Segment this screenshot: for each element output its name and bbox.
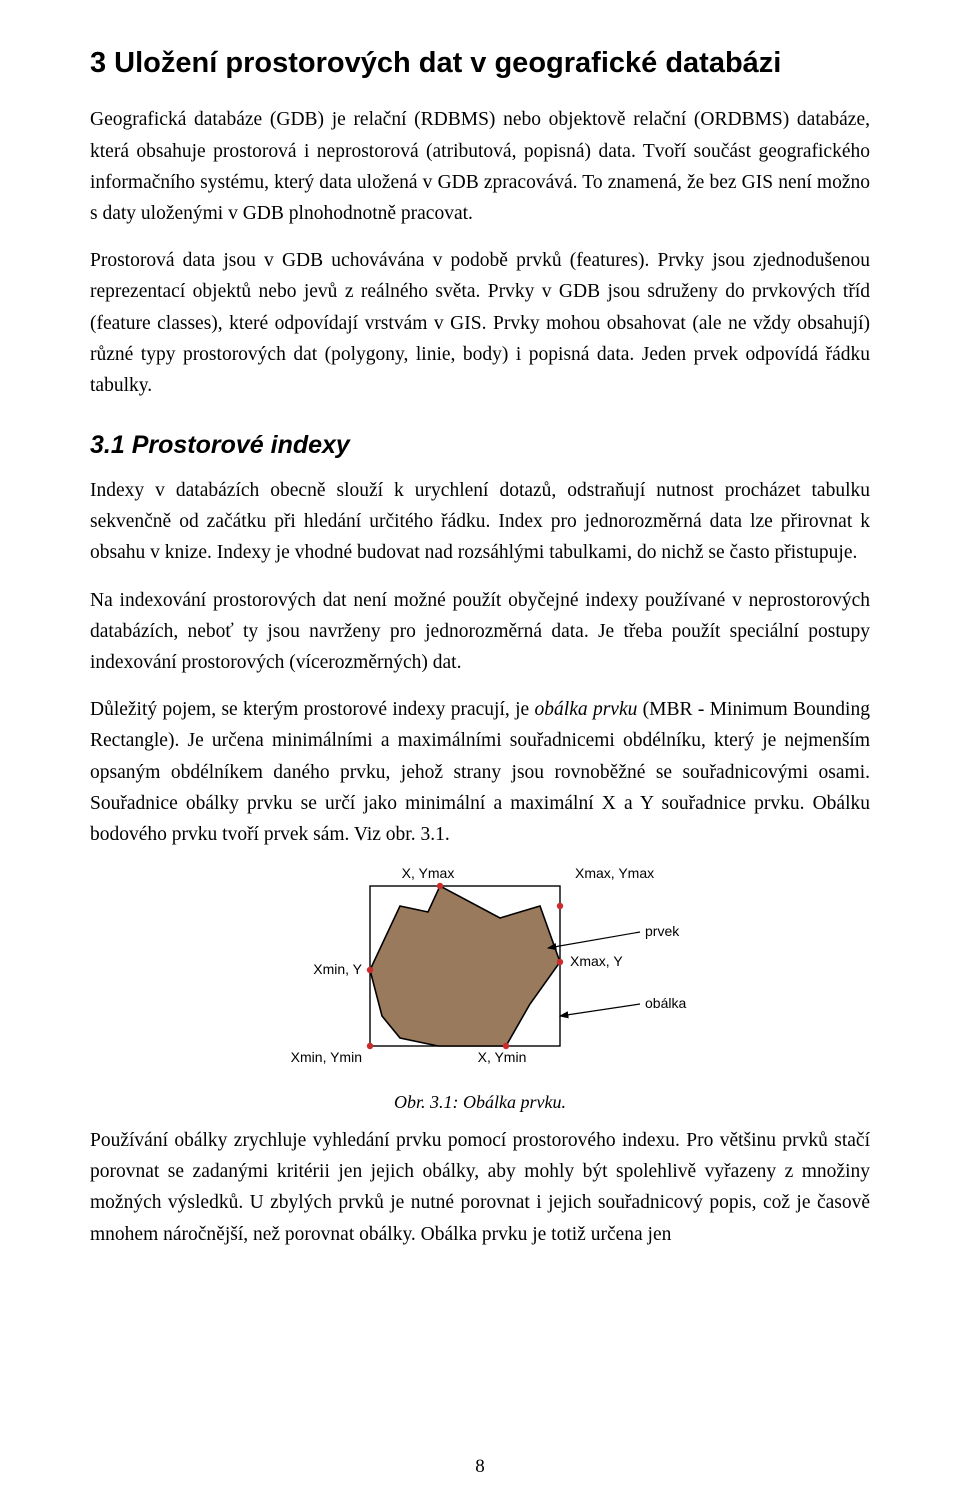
svg-text:obálka: obálka (645, 995, 686, 1011)
paragraph: Důležitý pojem, se kterým prostorové ind… (90, 694, 870, 850)
page-number: 8 (0, 1452, 960, 1482)
figure-mbr: X, Ymax Xmax, Ymax Xmin, Y Xmax, Y Xmin, Ymi… (90, 866, 870, 1117)
svg-text:prvek: prvek (645, 923, 680, 939)
svg-text:X, Ymin: X, Ymin (478, 1049, 527, 1065)
svg-text:X, Ymax: X, Ymax (402, 866, 455, 881)
figure-caption: Obr. 3.1: Obálka prvku. (394, 1088, 566, 1117)
emphasized-term: obálka prvku (535, 699, 638, 720)
paragraph-text: Důležitý pojem, se kterým prostorové ind… (90, 699, 535, 720)
svg-text:Xmax, Y: Xmax, Y (570, 953, 623, 969)
paragraph: Indexy v databázích obecně slouží k uryc… (90, 475, 870, 569)
paragraph: Prostorová data jsou v GDB uchovávána v … (90, 245, 870, 401)
paragraph-text: (MBR - Minimum Bounding Rectangle). Je u… (90, 699, 870, 845)
mbr-diagram: X, Ymax Xmax, Ymax Xmin, Y Xmax, Y Xmin, Ymi… (270, 866, 690, 1086)
svg-text:Xmin, Y: Xmin, Y (313, 961, 362, 977)
svg-text:Xmax, Ymax: Xmax, Ymax (575, 866, 654, 881)
svg-text:Xmin, Ymin: Xmin, Ymin (291, 1049, 362, 1065)
chapter-title: 3 Uložení prostorových dat v geografické… (90, 40, 870, 86)
paragraph: Používání obálky zrychluje vyhledání prv… (90, 1125, 870, 1250)
feature-polygon (370, 886, 560, 1046)
paragraph: Geografická databáze (GDB) je relační (R… (90, 104, 870, 229)
paragraph: Na indexování prostorových dat není možn… (90, 585, 870, 679)
callout-arrows (548, 932, 640, 1016)
section-title: 3.1 Prostorové indexy (90, 425, 870, 465)
side-labels: prvek obálka (645, 923, 686, 1011)
document-page: 3 Uložení prostorových dat v geografické… (0, 0, 960, 1496)
